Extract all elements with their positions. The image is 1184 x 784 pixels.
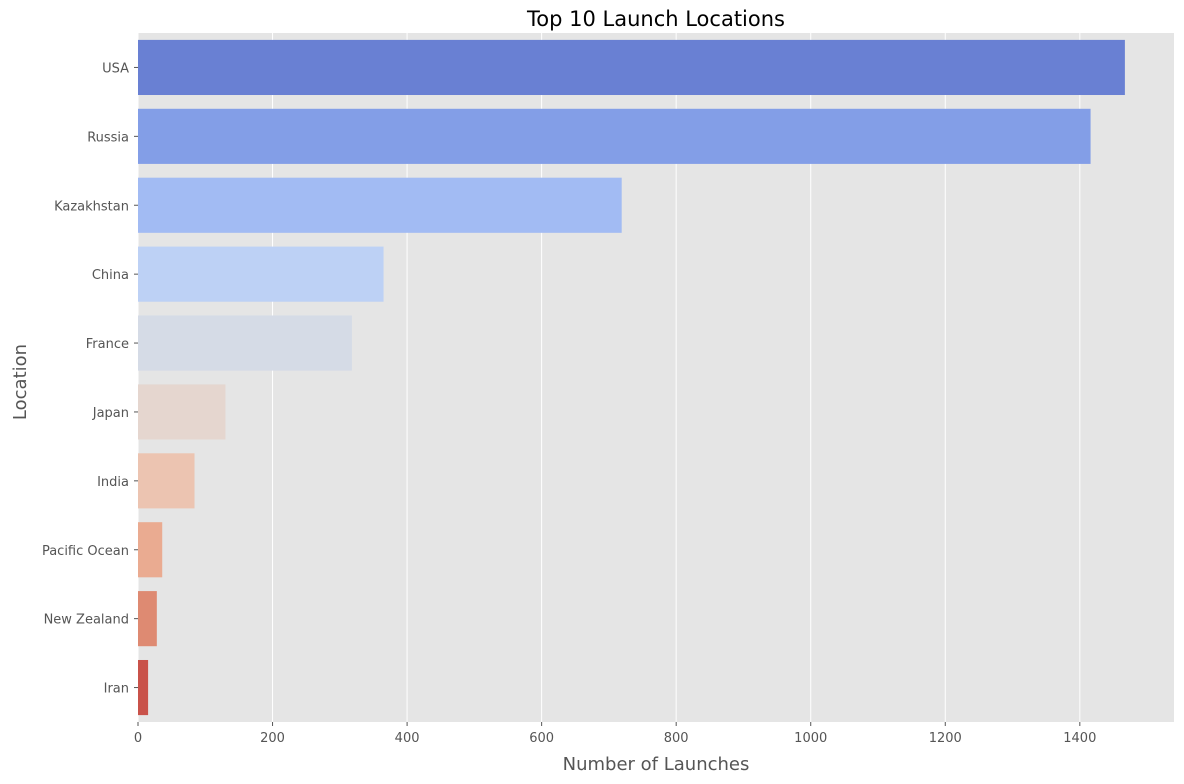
y-tick-label: India: [97, 475, 129, 490]
x-tick-label: 1400: [1063, 731, 1096, 746]
x-tick-labels: 0 200 400 600 800 1000 1200 1400: [134, 722, 1096, 746]
y-tick-label: Iran: [104, 682, 129, 697]
bar-france: [138, 315, 352, 371]
bar-new-zealand: [138, 591, 157, 647]
bar-india: [138, 453, 195, 509]
bar-china: [138, 246, 384, 302]
bar-russia: [138, 108, 1091, 164]
x-tick-label: 400: [395, 731, 420, 746]
bar-japan: [138, 384, 226, 440]
bars: [138, 39, 1125, 716]
y-tick-label: Russia: [87, 130, 129, 145]
x-tick-label: 0: [134, 731, 142, 746]
y-tick-label: USA: [102, 61, 129, 76]
bar-usa: [138, 39, 1125, 96]
y-tick-label: Pacific Ocean: [42, 544, 129, 559]
bar-pacific-ocean: [138, 522, 163, 578]
x-tick-label: 1200: [929, 731, 962, 746]
x-tick-label: 800: [664, 731, 689, 746]
x-tick-label: 1000: [794, 731, 827, 746]
y-tick-label: China: [92, 268, 129, 283]
y-axis-title: Location: [10, 344, 31, 420]
y-tick-label: Japan: [92, 406, 129, 421]
x-tick-label: 600: [529, 731, 554, 746]
bar-kazakhstan: [138, 177, 622, 233]
y-tick-label: Kazakhstan: [54, 199, 129, 214]
y-tick-labels: USA Russia Kazakhstan China France Japan India…: [42, 61, 138, 697]
chart-title: Top 10 Launch Locations: [526, 7, 785, 31]
x-axis-title: Number of Launches: [563, 754, 750, 775]
bar-iran: [138, 659, 149, 716]
y-tick-label: France: [86, 337, 129, 352]
x-tick-label: 200: [260, 731, 285, 746]
y-tick-label: New Zealand: [44, 613, 129, 628]
